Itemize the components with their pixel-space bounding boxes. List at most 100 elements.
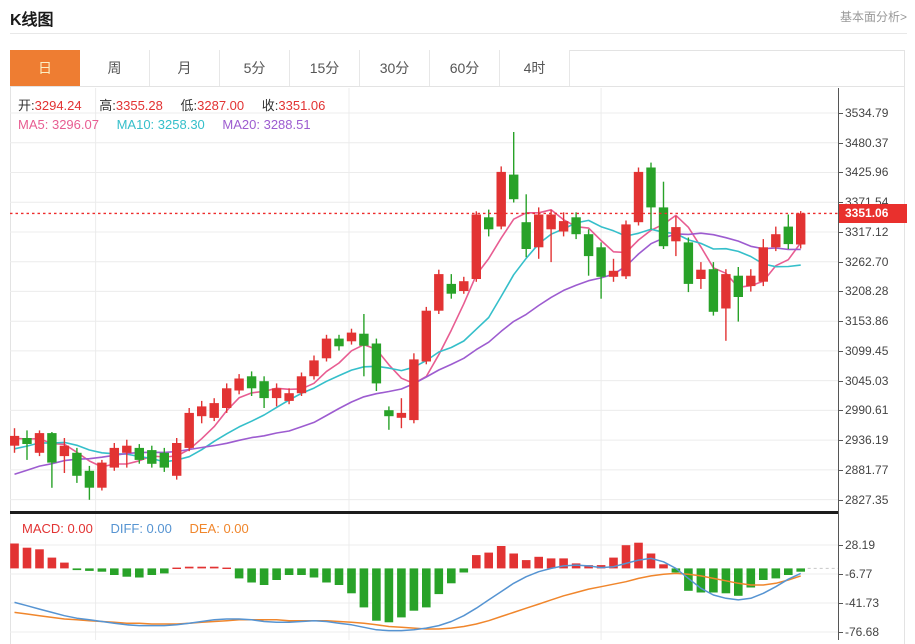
axis-tick <box>838 291 843 292</box>
tab-30分[interactable]: 30分 <box>360 50 430 86</box>
axis-label: 28.19 <box>845 538 876 552</box>
macd-label: MACD: <box>22 521 68 536</box>
macd-bar <box>759 568 768 580</box>
ohlc-legend: 开:3294.24 高:3355.28 低:3287.00 收:3351.06 <box>18 95 325 114</box>
ma5-value: 3296.07 <box>51 117 99 132</box>
macd-bar <box>22 547 32 569</box>
macd-bar <box>222 567 231 569</box>
candle <box>309 360 319 377</box>
axis-tick <box>838 440 843 441</box>
candle <box>47 433 57 463</box>
tab-日[interactable]: 日 <box>10 50 80 86</box>
dea-line <box>14 572 801 630</box>
diff-label: DIFF: <box>110 521 147 536</box>
macd-bar <box>496 546 506 569</box>
candle <box>496 171 506 227</box>
macd-bar <box>247 568 256 583</box>
axis-tick <box>838 351 843 352</box>
macd-bar <box>422 568 431 608</box>
open-value: 3294.24 <box>34 98 82 113</box>
candle <box>658 207 669 247</box>
macd-bar <box>472 555 481 569</box>
macd-bar <box>434 568 444 595</box>
candle <box>184 412 194 448</box>
macd-bar <box>646 553 656 569</box>
candle <box>484 217 494 230</box>
low-value: 3287.00 <box>197 98 245 113</box>
candle <box>796 213 806 245</box>
axis-label: 3262.70 <box>845 255 889 269</box>
candle <box>22 438 32 444</box>
macd-bar <box>459 568 469 573</box>
macd-bar <box>272 568 281 580</box>
ma5-line <box>14 209 802 468</box>
macd-bar <box>484 552 493 569</box>
candle <box>571 217 581 235</box>
candle <box>34 433 45 453</box>
candle <box>271 388 282 399</box>
candle <box>359 333 369 346</box>
macd-bar <box>197 566 206 569</box>
tab-15分[interactable]: 15分 <box>290 50 360 86</box>
ma20-line <box>14 232 801 476</box>
tab-5分[interactable]: 5分 <box>220 50 290 86</box>
tab-4时[interactable]: 4时 <box>500 50 570 86</box>
macd-bar <box>559 558 568 569</box>
axis-tick <box>838 603 843 604</box>
macd-bar <box>609 557 618 569</box>
candle <box>296 376 307 394</box>
candle <box>633 171 644 223</box>
axis-label: 3045.03 <box>845 374 889 388</box>
axis-tick <box>838 632 843 633</box>
tab-周[interactable]: 周 <box>80 50 150 86</box>
candle <box>446 283 456 294</box>
tab-60分[interactable]: 60分 <box>430 50 500 86</box>
candle <box>10 435 20 446</box>
candle <box>421 310 431 362</box>
fundamental-analysis-link[interactable]: 基本面分析> <box>839 10 907 24</box>
high-value: 3355.28 <box>115 98 163 113</box>
axis-label: 2827.35 <box>845 493 889 507</box>
tab-月[interactable]: 月 <box>150 50 220 86</box>
macd-bar <box>734 568 743 596</box>
candle <box>284 393 294 401</box>
candle <box>583 234 594 257</box>
candle <box>209 403 219 418</box>
macd-bar <box>334 568 344 585</box>
candle <box>72 452 82 476</box>
candle <box>558 221 569 232</box>
axis-label: 2881.77 <box>845 463 889 477</box>
ma-legend: MA5: 3296.07 MA10: 3258.30 MA20: 3288.51 <box>18 117 311 132</box>
dea-label: DEA: <box>189 521 224 536</box>
macd-bar <box>684 568 693 591</box>
candle <box>459 281 469 291</box>
candle <box>234 378 244 391</box>
macd-bar <box>534 556 543 569</box>
candle <box>733 275 743 297</box>
candle <box>109 447 119 468</box>
macd-bar <box>509 553 518 569</box>
macd-bar <box>209 566 219 569</box>
timeframe-tabbar: 日周月 5分 15分 30分 60分 4时 <box>10 50 905 87</box>
candle <box>197 406 207 417</box>
macd-legend: MACD: 0.00 DIFF: 0.00 DEA: 0.00 <box>22 521 249 536</box>
ma5-label: MA5: <box>18 117 52 132</box>
macd-bar <box>521 560 531 569</box>
axis-label: 3480.37 <box>845 136 889 150</box>
main-candlestick-chart[interactable] <box>10 88 838 511</box>
candle <box>696 269 706 279</box>
macd-bar <box>447 568 456 584</box>
macd-bar <box>571 563 581 569</box>
candle <box>471 214 481 279</box>
candle <box>84 470 95 488</box>
macd-bar <box>784 568 793 575</box>
macd-bar <box>10 543 19 569</box>
candle <box>334 338 344 347</box>
macd-bar <box>397 568 406 618</box>
candle <box>621 224 631 277</box>
ma10-label: MA10: <box>116 117 158 132</box>
macd-chart[interactable] <box>10 514 838 644</box>
dea-value: 0.00 <box>223 521 249 536</box>
axis-label: 3208.28 <box>845 284 889 298</box>
macd-bar <box>621 545 631 569</box>
